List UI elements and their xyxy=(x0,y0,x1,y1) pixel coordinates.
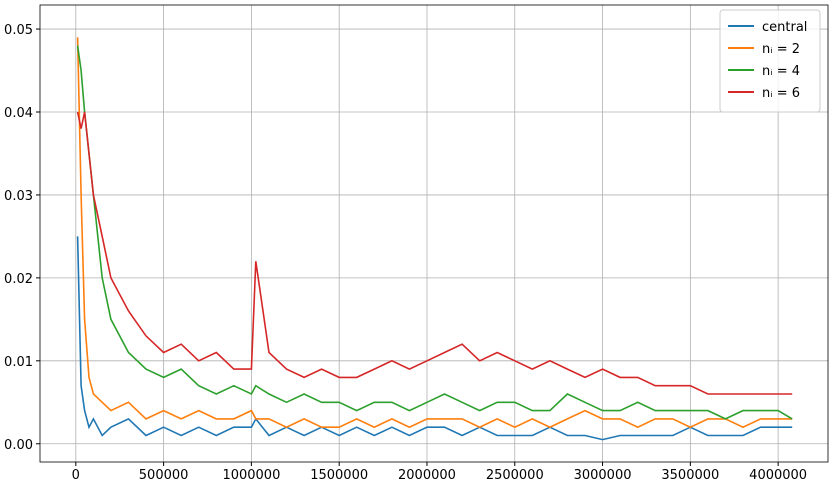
series-line xyxy=(76,111,793,395)
legend: central nᵢ = 2 nᵢ = 4 nᵢ = 6 xyxy=(719,9,821,113)
x-tick-label: 4000000 xyxy=(749,468,807,483)
x-tick-label: 1000000 xyxy=(222,468,280,483)
legend-label: nᵢ = 4 xyxy=(762,64,800,79)
x-tick-label: 2500000 xyxy=(486,468,544,483)
x-tick-label: 2000000 xyxy=(398,468,456,483)
y-tick-label: 0.03 xyxy=(4,189,33,204)
series-line xyxy=(76,236,793,441)
series-line xyxy=(76,37,793,429)
y-tick-label: 0.05 xyxy=(4,23,33,38)
legend-label: central xyxy=(762,20,807,35)
x-tick-label: 500000 xyxy=(139,468,189,483)
y-tick-label: 0.04 xyxy=(4,106,33,121)
y-tick-label: 0.01 xyxy=(4,355,33,370)
x-tick-label: 3500000 xyxy=(661,468,719,483)
y-tick-label: 0.02 xyxy=(4,272,33,287)
series-line xyxy=(76,45,793,420)
legend-label: nᵢ = 6 xyxy=(762,86,800,101)
legend-label: nᵢ = 2 xyxy=(762,42,800,57)
x-tick-label: 0 xyxy=(72,468,80,483)
x-tick-label: 1500000 xyxy=(310,468,368,483)
y-tick-label: 0.00 xyxy=(4,438,33,453)
legend-box xyxy=(719,9,821,113)
plot-frame xyxy=(39,4,829,463)
x-tick-label: 3000000 xyxy=(574,468,632,483)
